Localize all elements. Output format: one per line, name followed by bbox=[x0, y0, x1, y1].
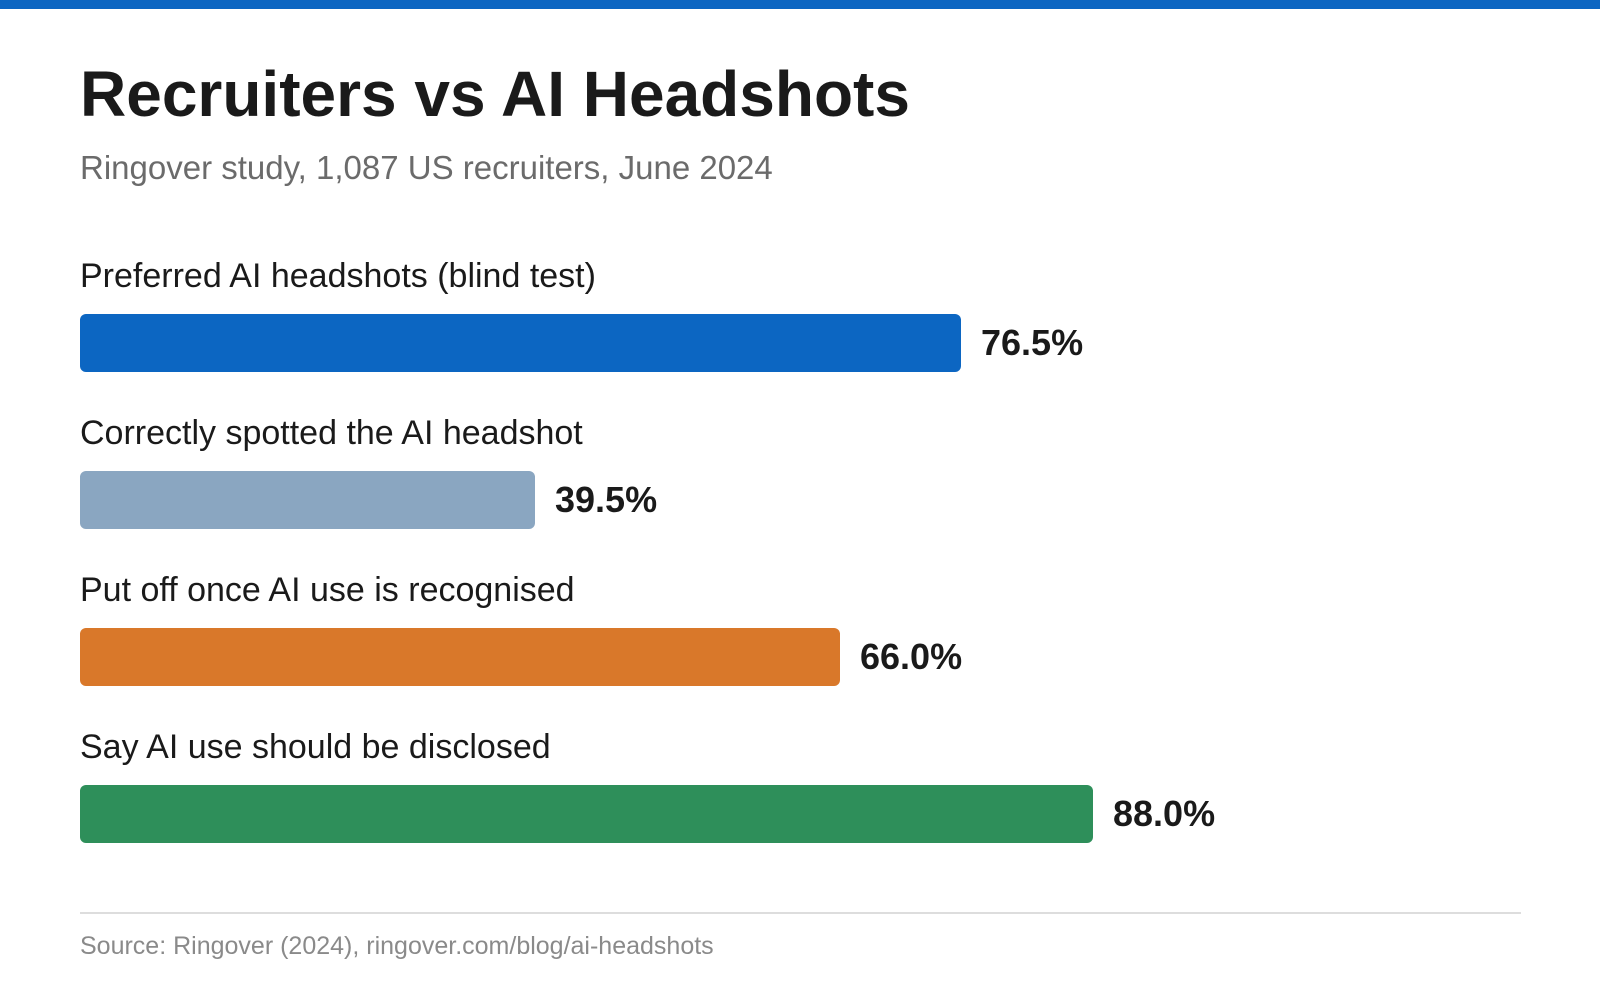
bar-track: 76.5% bbox=[80, 314, 1520, 372]
bar-track: 88.0% bbox=[80, 785, 1520, 843]
bar-label: Say AI use should be disclosed bbox=[80, 728, 551, 766]
bar-value-label: 88.0% bbox=[1113, 793, 1216, 834]
bar-row: Say AI use should be disclosed 88.0% bbox=[80, 727, 1520, 857]
bar-track: 66.0% bbox=[80, 628, 1520, 686]
bar-value-label: 66.0% bbox=[860, 636, 963, 677]
source-note: Source: Ringover (2024), ringover.com/bl… bbox=[80, 932, 714, 960]
bar-label: Correctly spotted the AI headshot bbox=[80, 414, 583, 452]
bar bbox=[80, 785, 1093, 843]
bar-row: Put off once AI use is recognised 66.0% bbox=[80, 570, 1520, 700]
bar-value-label: 39.5% bbox=[555, 479, 658, 520]
bar-track: 39.5% bbox=[80, 471, 1520, 529]
footer-divider bbox=[80, 912, 1521, 914]
bar bbox=[80, 471, 535, 529]
bar-label: Put off once AI use is recognised bbox=[80, 571, 575, 609]
bar bbox=[80, 314, 961, 372]
chart-subtitle: Ringover study, 1,087 US recruiters, Jun… bbox=[80, 149, 773, 186]
bar-value-label: 76.5% bbox=[981, 322, 1084, 363]
bar-label: Preferred AI headshots (blind test) bbox=[80, 257, 596, 295]
bar bbox=[80, 628, 840, 686]
chart-title: Recruiters vs AI Headshots bbox=[80, 58, 910, 130]
bar-row: Preferred AI headshots (blind test) 76.5% bbox=[80, 256, 1520, 386]
bar-row: Correctly spotted the AI headshot 39.5% bbox=[80, 413, 1520, 543]
top-accent-stripe bbox=[0, 0, 1600, 9]
